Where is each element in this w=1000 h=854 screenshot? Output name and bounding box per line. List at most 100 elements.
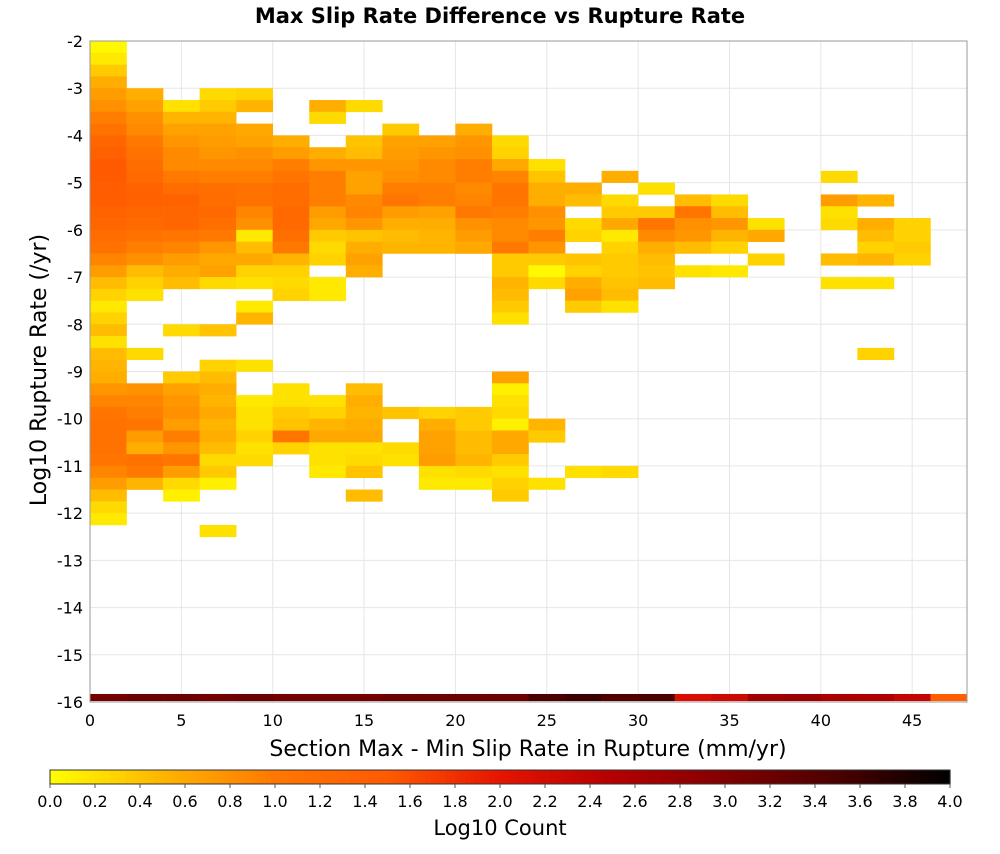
- colorbar-tick-label: 2.4: [577, 792, 602, 811]
- heatmap-cell: [820, 253, 858, 266]
- colorbar-segment: [390, 770, 396, 784]
- colorbar-segment: [475, 770, 481, 784]
- heatmap-cell: [199, 359, 237, 372]
- colorbar-segment: [140, 770, 146, 784]
- colorbar-segment: [220, 770, 226, 784]
- heatmap-cell: [418, 406, 456, 420]
- heatmap-cell: [528, 182, 566, 195]
- heatmap-cell: [272, 206, 310, 219]
- colorbar-segment: [250, 770, 256, 784]
- y-tick-label: -11: [57, 457, 83, 476]
- heatmap-cell: [491, 194, 529, 207]
- heatmap-cell: [345, 147, 383, 160]
- colorbar-segment: [105, 770, 111, 784]
- heatmap-cell: [236, 194, 274, 207]
- heatmap-cell: [126, 347, 164, 360]
- heatmap-cell: [309, 288, 347, 301]
- heatmap-cell: [601, 170, 639, 183]
- heatmap-cell: [711, 229, 749, 242]
- heatmap-cell: [163, 218, 200, 231]
- heatmap-cell: [90, 76, 127, 89]
- heatmap-cell: [199, 324, 237, 337]
- heatmap-cell: [418, 241, 456, 254]
- heatmap-cell: [491, 182, 529, 195]
- heatmap-cell: [418, 465, 456, 479]
- heatmap-cell: [382, 454, 420, 467]
- heatmap-cell: [565, 194, 602, 207]
- heatmap-cell: [236, 159, 274, 172]
- heatmap-cell: [199, 477, 237, 490]
- x-tick-label: 30: [628, 711, 648, 730]
- heatmap-cell: [528, 206, 566, 219]
- heatmap-cell: [199, 159, 237, 172]
- heatmap-cell: [163, 465, 200, 479]
- heatmap-cell: [272, 218, 310, 231]
- x-tick-label: 40: [811, 711, 831, 730]
- heatmap-cell: [163, 371, 200, 384]
- colorbar-tick-label: 1.6: [397, 792, 422, 811]
- heatmap-cell: [857, 241, 895, 254]
- heatmap-cell: [90, 288, 127, 301]
- heatmap-cell: [163, 430, 200, 443]
- heatmap-cell: [565, 465, 602, 479]
- colorbar-segment: [770, 770, 776, 784]
- colorbar-segment: [195, 770, 201, 784]
- heatmap-cell: [638, 265, 675, 278]
- x-axis-label: Section Max - Min Slip Rate in Rupture (…: [269, 737, 786, 762]
- colorbar-segment: [255, 770, 261, 784]
- heatmap-cell: [236, 182, 274, 195]
- colorbar-segment: [70, 770, 76, 784]
- heatmap-cell: [601, 465, 639, 479]
- colorbar-tick-label: 1.2: [307, 792, 332, 811]
- heatmap-cell: [272, 265, 310, 278]
- heatmap-cell: [126, 253, 164, 266]
- heatmap-cell: [90, 383, 127, 396]
- colorbar-segment: [65, 770, 71, 784]
- heatmap-cell: [382, 182, 420, 195]
- colorbar-segment: [235, 770, 241, 784]
- heatmap-cell: [199, 277, 237, 290]
- heatmap-cell: [418, 229, 456, 242]
- heatmap-cell: [601, 277, 639, 290]
- colorbar-segment: [840, 770, 846, 784]
- heatmap-cell: [491, 395, 529, 408]
- heatmap-cell: [163, 229, 200, 242]
- bottom-row-cell: [163, 693, 200, 702]
- heatmap-cell: [418, 147, 456, 160]
- colorbar-segment: [180, 770, 186, 784]
- heatmap-cell: [309, 442, 347, 455]
- heatmap-cell: [90, 170, 127, 183]
- colorbar-segment: [675, 770, 681, 784]
- heatmap-cell: [345, 489, 383, 502]
- heatmap-cell: [638, 218, 675, 231]
- heatmap-cell: [163, 123, 200, 136]
- colorbar-segment: [815, 770, 821, 784]
- colorbar-segment: [510, 770, 516, 784]
- heatmap-cell: [345, 229, 383, 242]
- heatmap-cell: [90, 324, 127, 337]
- y-axis-label: Log10 Rupture Rate (/yr): [27, 234, 52, 506]
- heatmap-cell: [455, 159, 493, 172]
- heatmap-cell: [528, 241, 566, 254]
- heatmap-cell: [163, 489, 200, 502]
- heatmap-cell: [90, 253, 127, 266]
- colorbar-segment: [175, 770, 181, 784]
- heatmap-cell: [236, 277, 274, 290]
- colorbar-segment: [870, 770, 876, 784]
- heatmap-cell: [455, 465, 493, 479]
- heatmap-cell: [345, 442, 383, 455]
- heatmap-cell: [236, 100, 274, 113]
- heatmap-cell: [236, 300, 274, 313]
- heatmap-cell: [199, 123, 237, 136]
- heatmap-cell: [674, 194, 712, 207]
- heatmap-cell: [382, 170, 420, 183]
- heatmap-cell: [565, 182, 602, 195]
- colorbar-segment: [280, 770, 286, 784]
- colorbar-segment: [735, 770, 741, 784]
- colorbar-segment: [595, 770, 601, 784]
- colorbar-segment: [830, 770, 836, 784]
- heatmap-cell: [163, 206, 200, 219]
- colorbar-segment: [760, 770, 766, 784]
- colorbar-segment: [640, 770, 646, 784]
- colorbar-segment: [890, 770, 896, 784]
